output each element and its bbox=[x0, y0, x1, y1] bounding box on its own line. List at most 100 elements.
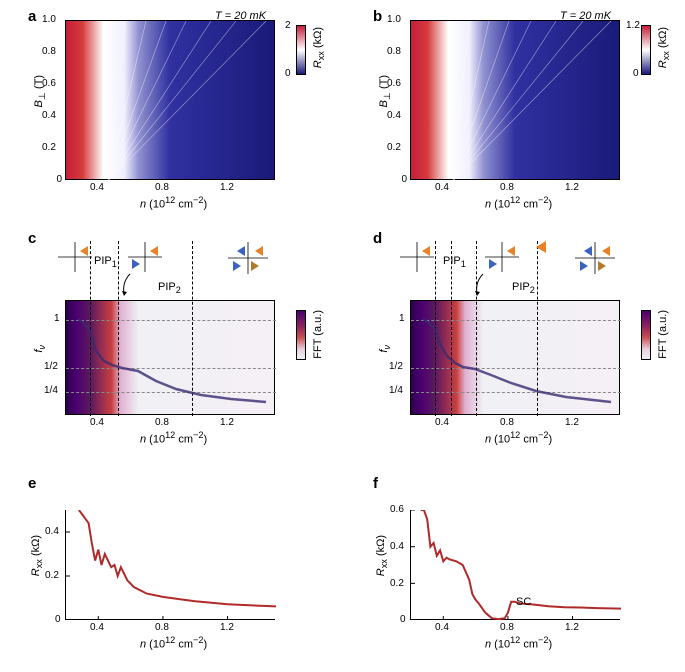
cb-d-label: FFT (a.u.) bbox=[657, 310, 669, 359]
plot-c-heatmap bbox=[65, 300, 275, 415]
colorbar-b bbox=[641, 25, 651, 75]
cb-c-label: FFT (a.u.) bbox=[312, 310, 324, 359]
cb-a-bot: 0 bbox=[285, 68, 291, 79]
c-pip2-label: PIP2 bbox=[158, 281, 181, 295]
c-arrow-icon bbox=[118, 272, 134, 296]
d-diagram-1 bbox=[400, 242, 434, 272]
fft-ridge-c bbox=[66, 301, 276, 416]
temp-label-b: T = 20 mK bbox=[560, 10, 611, 22]
xtick-f-2: 1.2 bbox=[565, 622, 579, 633]
d-hline-half bbox=[411, 368, 621, 369]
colorbar-a bbox=[296, 25, 306, 75]
xlabel-c: n (1012 cm−2) bbox=[140, 430, 207, 446]
ylabel-e: Rxx (kΩ) bbox=[30, 535, 44, 576]
ytick-a-0: 0 bbox=[50, 174, 62, 185]
plot-e-line bbox=[66, 510, 276, 620]
fft-ridge-d bbox=[411, 301, 621, 416]
ytick-a-1: 0.2 bbox=[42, 142, 56, 153]
c-hline-quarter bbox=[66, 392, 276, 393]
d-hline-1 bbox=[411, 320, 621, 321]
ytick-e-2: 0.4 bbox=[45, 526, 59, 537]
c-diagram-1 bbox=[58, 242, 92, 272]
xtick-a-2: 1.2 bbox=[220, 182, 234, 193]
c-diagram-2 bbox=[128, 242, 162, 272]
xtick-e-2: 1.2 bbox=[220, 622, 234, 633]
xlabel-a: n (1012 cm−2) bbox=[140, 195, 207, 211]
ytick-d-1: 1 bbox=[399, 313, 405, 324]
ytick-e-0: 0 bbox=[55, 614, 61, 625]
xtick-c-2: 1.2 bbox=[220, 417, 234, 428]
ytick-b-0: 0 bbox=[395, 174, 407, 185]
xtick-f-0: 0.4 bbox=[435, 622, 449, 633]
ytick-b-1: 0.2 bbox=[387, 142, 401, 153]
panel-label-b: b bbox=[373, 8, 382, 25]
d-vline-4 bbox=[537, 241, 538, 416]
panel-label-c: c bbox=[28, 230, 36, 247]
xtick-a-1: 0.8 bbox=[155, 182, 169, 193]
c-vline-3 bbox=[192, 241, 193, 416]
ytick-f-2: 0.4 bbox=[390, 541, 404, 552]
d-vline-3 bbox=[476, 241, 477, 416]
xlabel-b: n (1012 cm−2) bbox=[485, 195, 552, 211]
d-diagram-small bbox=[530, 238, 550, 256]
ytick-b-5: 1.0 bbox=[387, 14, 401, 25]
xtick-d-1: 0.8 bbox=[500, 417, 514, 428]
ytick-d-q: 1/4 bbox=[389, 385, 403, 396]
xtick-f-1: 0.8 bbox=[500, 622, 514, 633]
c-pip1-label: PIP1 bbox=[94, 255, 117, 269]
colorbar-c bbox=[296, 310, 306, 360]
d-diagram-2 bbox=[485, 242, 519, 272]
ytick-c-1: 1 bbox=[54, 313, 60, 324]
panel-label-a: a bbox=[28, 8, 36, 25]
temp-label-a: T = 20 mK bbox=[215, 10, 266, 22]
colorbar-d bbox=[641, 310, 651, 360]
xtick-b-0: 0.4 bbox=[435, 182, 449, 193]
xtick-d-2: 1.2 bbox=[565, 417, 579, 428]
ytick-a-5: 1.0 bbox=[42, 14, 56, 25]
xlabel-f: n (1012 cm−2) bbox=[485, 635, 552, 651]
c-vline-2 bbox=[118, 241, 119, 416]
ytick-c-half: 1/2 bbox=[44, 361, 58, 372]
panel-label-f: f bbox=[373, 475, 378, 492]
ytick-e-1: 0.2 bbox=[45, 570, 59, 581]
d-hline-quarter bbox=[411, 392, 621, 393]
panel-label-e: e bbox=[28, 475, 36, 492]
c-hline-1 bbox=[66, 320, 276, 321]
ytick-f-0: 0 bbox=[400, 614, 406, 625]
ytick-f-3: 0.6 bbox=[390, 504, 404, 515]
fan-overlay-a bbox=[66, 21, 276, 181]
xtick-b-1: 0.8 bbox=[500, 182, 514, 193]
xtick-e-1: 0.8 bbox=[155, 622, 169, 633]
d-diagram-3 bbox=[575, 242, 615, 274]
xtick-c-0: 0.4 bbox=[90, 417, 104, 428]
xtick-a-0: 0.4 bbox=[90, 182, 104, 193]
ytick-a-4: 0.8 bbox=[42, 46, 56, 57]
xtick-c-1: 0.8 bbox=[155, 417, 169, 428]
xtick-d-0: 0.4 bbox=[435, 417, 449, 428]
plot-a-heatmap bbox=[65, 20, 275, 180]
cb-b-bot: 0 bbox=[633, 68, 639, 79]
d-pip2-label: PIP2 bbox=[512, 281, 535, 295]
d-arrow-icon bbox=[471, 272, 487, 296]
ytick-a-3: 0.6 bbox=[42, 78, 56, 89]
sc-label: SC bbox=[516, 596, 531, 608]
ylabel-d: fν bbox=[378, 345, 392, 353]
d-vline-1 bbox=[435, 241, 436, 416]
xlabel-d: n (1012 cm−2) bbox=[485, 430, 552, 446]
ytick-b-4: 0.8 bbox=[387, 46, 401, 57]
xlabel-e: n (1012 cm−2) bbox=[140, 635, 207, 651]
ytick-f-1: 0.2 bbox=[390, 578, 404, 589]
xtick-b-2: 1.2 bbox=[565, 182, 579, 193]
c-diagram-3 bbox=[228, 242, 268, 274]
ytick-c-q: 1/4 bbox=[44, 385, 58, 396]
d-pip1-label: PIP1 bbox=[443, 255, 466, 269]
plot-f-axes bbox=[410, 510, 620, 620]
plot-e-axes bbox=[65, 510, 275, 620]
plot-d-heatmap bbox=[410, 300, 620, 415]
cb-b-label: Rxx (kΩ) bbox=[657, 27, 671, 68]
ylabel-c: fν bbox=[33, 345, 47, 353]
plot-b-heatmap bbox=[410, 20, 620, 180]
ytick-b-3: 0.6 bbox=[387, 78, 401, 89]
cb-b-top: 1.2 bbox=[626, 20, 640, 31]
fan-overlay-b bbox=[411, 21, 621, 181]
